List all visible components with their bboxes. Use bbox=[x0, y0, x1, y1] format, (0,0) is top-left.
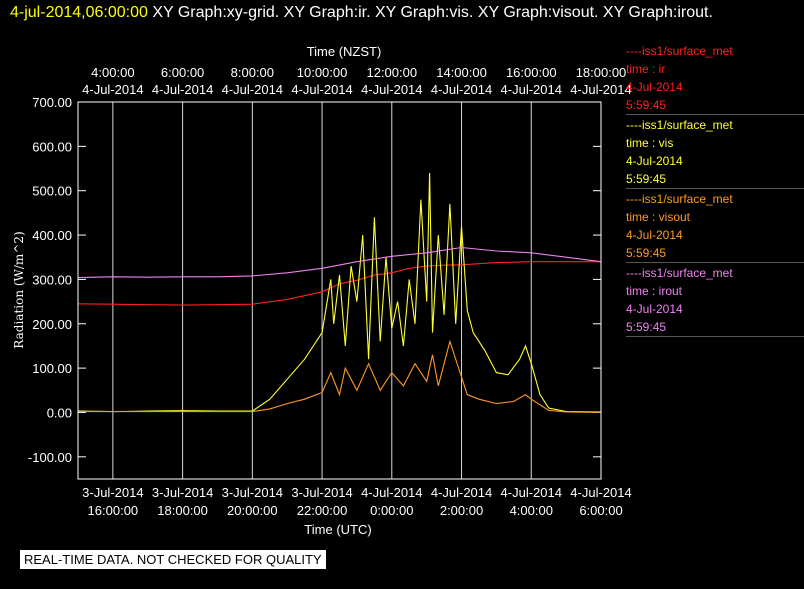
y-tick-label: -100.00 bbox=[28, 450, 72, 465]
legend-variable: time : vis bbox=[626, 136, 674, 150]
x-tick-date: 4-Jul-2014 bbox=[361, 485, 422, 500]
x2-tick-time: 8:00:00 bbox=[231, 65, 274, 80]
x2-tick-time: 12:00:00 bbox=[366, 65, 417, 80]
x-tick-date: 4-Jul-2014 bbox=[501, 485, 562, 500]
x2-tick-time: 14:00:00 bbox=[436, 65, 487, 80]
legend-variable: time : visout bbox=[626, 210, 691, 224]
x-tick-time: 18:00:00 bbox=[157, 503, 208, 518]
legend-date: 4-Jul-2014 bbox=[626, 302, 683, 316]
x-tick-date: 3-Jul-2014 bbox=[222, 485, 283, 500]
x2-tick-date: 4-Jul-2014 bbox=[501, 82, 562, 97]
series-line-ir bbox=[77, 261, 601, 306]
legend-source: ----iss1/surface_met bbox=[626, 192, 733, 206]
legend-entry-vis: ----iss1/surface_met time : vis 4-Jul-20… bbox=[626, 116, 804, 189]
y-tick-label: 200.00 bbox=[32, 317, 72, 332]
y-tick-label: 700.00 bbox=[32, 95, 72, 110]
x2-tick-time: 18:00:00 bbox=[576, 65, 627, 80]
legend-clock: 5:59:45 bbox=[626, 320, 667, 334]
x-tick-date: 3-Jul-2014 bbox=[82, 485, 143, 500]
y-tick-label: 400.00 bbox=[32, 228, 72, 243]
x-tick-date: 4-Jul-2014 bbox=[570, 485, 631, 500]
y-axis-title: Radiation (W/m^2) bbox=[12, 231, 26, 348]
x2-tick-date: 4-Jul-2014 bbox=[152, 82, 213, 97]
x2-tick-time: 10:00:00 bbox=[297, 65, 348, 80]
legend: ----iss1/surface_met time : ir 4-Jul-201… bbox=[626, 42, 804, 338]
series-line-irout bbox=[77, 246, 602, 279]
legend-source: ----iss1/surface_met bbox=[626, 118, 733, 132]
legend-date: 4-Jul-2014 bbox=[626, 154, 683, 168]
x-tick-time: 16:00:00 bbox=[88, 503, 139, 518]
series-line-vis bbox=[77, 172, 602, 413]
legend-entry-ir: ----iss1/surface_met time : ir 4-Jul-201… bbox=[626, 42, 804, 115]
x-tick-date: 4-Jul-2014 bbox=[431, 485, 492, 500]
legend-clock: 5:59:45 bbox=[626, 172, 667, 186]
x2-tick-date: 4-Jul-2014 bbox=[570, 82, 631, 97]
graph-header: 4-jul-2014,06:00:00 XY Graph:xy-grid. XY… bbox=[10, 2, 800, 24]
legend-source: ----iss1/surface_met bbox=[626, 266, 733, 280]
y-tick-label: 500.00 bbox=[32, 184, 72, 199]
x2-tick-date: 4-Jul-2014 bbox=[222, 82, 283, 97]
x-tick-time: 4:00:00 bbox=[510, 503, 553, 518]
header-timestamp: 4-jul-2014,06:00:00 bbox=[10, 4, 148, 21]
legend-variable: time : irout bbox=[626, 284, 683, 298]
legend-variable: time : ir bbox=[626, 62, 666, 76]
x-tick-time: 20:00:00 bbox=[227, 503, 278, 518]
y-tick-label: 600.00 bbox=[32, 139, 72, 154]
x-tick-time: 22:00:00 bbox=[297, 503, 348, 518]
x-tick-date: 3-Jul-2014 bbox=[152, 485, 213, 500]
y-tick-label: 100.00 bbox=[32, 361, 72, 376]
legend-date: 4-Jul-2014 bbox=[626, 228, 683, 242]
x-tick-time: 2:00:00 bbox=[440, 503, 483, 518]
x2-tick-date: 4-Jul-2014 bbox=[82, 82, 143, 97]
legend-clock: 5:59:45 bbox=[626, 98, 667, 112]
x2-tick-date: 4-Jul-2014 bbox=[361, 82, 422, 97]
quality-disclaimer: REAL-TIME DATA. NOT CHECKED FOR QUALITY bbox=[20, 550, 326, 569]
x2-tick-time: 6:00:00 bbox=[161, 65, 204, 80]
top-axis-title: Time (NZST) bbox=[307, 44, 382, 59]
legend-entry-irout: ----iss1/surface_met time : irout 4-Jul-… bbox=[626, 264, 804, 337]
legend-clock: 5:59:45 bbox=[626, 246, 667, 260]
x2-tick-date: 4-Jul-2014 bbox=[431, 82, 492, 97]
legend-entry-visout: ----iss1/surface_met time : visout 4-Jul… bbox=[626, 190, 804, 263]
series-line-visout bbox=[78, 339, 602, 414]
x2-tick-time: 16:00:00 bbox=[506, 65, 557, 80]
x-tick-date: 3-Jul-2014 bbox=[291, 485, 352, 500]
y-tick-label: 0.00 bbox=[47, 405, 72, 420]
bottom-axis-title: Time (UTC) bbox=[304, 522, 371, 537]
y-tick-label: 300.00 bbox=[32, 272, 72, 287]
x-tick-time: 6:00:00 bbox=[579, 503, 622, 518]
x2-tick-time: 4:00:00 bbox=[91, 65, 134, 80]
legend-source: ----iss1/surface_met bbox=[626, 44, 733, 58]
legend-date: 4-Jul-2014 bbox=[626, 80, 683, 94]
x2-tick-date: 4-Jul-2014 bbox=[291, 82, 352, 97]
plot-frame bbox=[77, 101, 602, 480]
header-graph-list: XY Graph:xy-grid. XY Graph:ir. XY Graph:… bbox=[152, 4, 713, 21]
x-tick-time: 0:00:00 bbox=[370, 503, 413, 518]
